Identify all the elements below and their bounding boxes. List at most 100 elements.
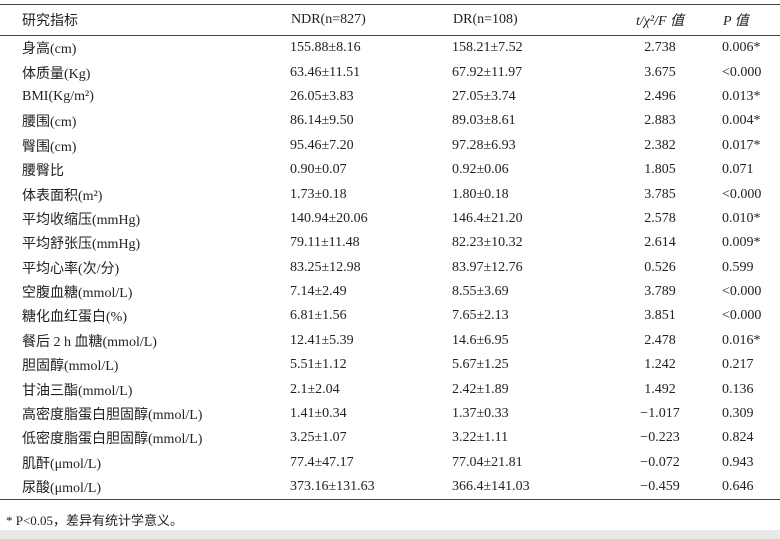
table-row: 空腹血糖(mmol/L) 7.14±2.49 8.55±3.69 3.789 <0.00… [0,280,780,304]
table-row: 平均收缩压(mmHg) 140.94±20.06 146.4±21.20 2.578 0… [0,207,780,231]
table-cell: 身高(cm) [22,42,77,58]
table-cell: 63.46±11.51 [290,64,361,80]
table-cell: 2.614 [644,235,676,251]
table-cell: <0.000 [722,186,762,202]
table-cell: 89.03±8.61 [452,113,516,129]
table-cell: 140.94±20.06 [290,210,368,226]
table-cell: 0.90±0.07 [290,162,347,178]
table-cell: 0.013* [722,88,761,104]
table-cell: 82.23±10.32 [452,235,523,251]
table-row: 平均心率(次/分) 83.25±12.98 83.97±12.76 0.526 0.59… [0,256,780,280]
table-cell: 0.017* [722,137,761,153]
table-cell: 97.28±6.93 [452,137,516,153]
table-cell: 155.88±8.16 [290,40,361,56]
table-cell: 2.496 [644,88,676,104]
table-cell: 1.242 [644,357,676,373]
table-cell: 1.37±0.33 [452,406,509,422]
header-cell: 研究指标 [22,14,78,29]
table-cell: 12.41±5.39 [290,332,354,348]
table-cell: 高密度脂蛋白胆固醇(mmol/L) [22,408,203,424]
table-cell: −1.017 [640,406,680,422]
table-cell: 83.97±12.76 [452,259,523,275]
table-row: 糖化血红蛋白(%) 6.81±1.56 7.65±2.13 3.851 <0.000 [0,304,780,328]
table-cell: 0.824 [722,430,754,446]
table-row: 臀围(cm) 95.46±7.20 97.28±6.93 2.382 0.017* [0,134,780,158]
table-cell: 腰围(cm) [22,115,77,131]
table-cell: 2.883 [644,113,676,129]
table-cell: <0.000 [722,284,762,300]
header-row: 研究指标 NDR(n=827) DR(n=108) t/χ²/F 值 P 值 [0,4,780,36]
table-cell: 158.21±7.52 [452,40,523,56]
table-cell: −0.072 [640,454,680,470]
table-cell: 14.6±6.95 [452,332,509,348]
header-cell: DR(n=108) [453,12,518,27]
header-cell: P 值 [723,14,749,29]
table-row: 腰围(cm) 86.14±9.50 89.03±8.61 2.883 0.004* [0,109,780,133]
table-cell: 2.1±2.04 [290,381,340,397]
table-cell: 146.4±21.20 [452,210,523,226]
table-cell: 尿酸(μmol/L) [22,481,102,497]
table-row: 身高(cm) 155.88±8.16 158.21±7.52 2.738 0.006* [0,36,780,61]
table-cell: 0.309 [722,406,754,422]
table-cell: 2.578 [644,210,676,226]
table-row: 尿酸(μmol/L) 373.16±131.63 366.4±141.03 −0.45… [0,475,780,500]
table-cell: 366.4±141.03 [452,479,530,495]
table-cell: 6.81±1.56 [290,308,347,324]
table-cell: 平均心率(次/分) [22,261,120,277]
table-cell: 平均舒张压(mmHg) [22,237,141,253]
table-cell: 3.789 [644,284,676,300]
table-cell: 0.010* [722,210,761,226]
table-cell: 0.006* [722,40,761,56]
table-row: 低密度脂蛋白胆固醇(mmol/L) 3.25±1.07 3.22±1.11 −0.22… [0,426,780,450]
table-cell: 低密度脂蛋白胆固醇(mmol/L) [22,432,203,448]
table-cell: 0.004* [722,113,761,129]
table-row: 甘油三酯(mmol/L) 2.1±2.04 2.42±1.89 1.492 0.136 [0,377,780,401]
header-cell: t/χ²/F 值 [635,14,685,29]
table-row: 餐后 2 h 血糖(mmol/L) 12.41±5.39 14.6±6.95 2.47… [0,329,780,353]
table-cell: 胆固醇(mmol/L) [22,359,119,375]
table-cell: 糖化血红蛋白(%) [22,310,127,326]
table-cell: 83.25±12.98 [290,259,361,275]
table-cell: 1.73±0.18 [290,186,347,202]
table-cell: 2.738 [644,40,676,56]
table-cell: 体质量(Kg) [22,66,91,82]
table-cell: 肌酐(μmol/L) [22,456,102,472]
table-cell: 0.071 [722,162,754,178]
table-cell: 67.92±11.97 [452,64,523,80]
table-cell: 1.492 [644,381,676,397]
table-cell: 体表面积(m²) [22,188,103,204]
table-row: 体质量(Kg) 63.46±11.51 67.92±11.97 3.675 <0.000 [0,60,780,84]
table-cell: 1.80±0.18 [452,186,509,202]
table-cell: 8.55±3.69 [452,284,509,300]
table-cell: 平均收缩压(mmHg) [22,212,141,228]
table-cell: 0.217 [722,357,754,373]
table-cell: 79.11±11.48 [290,235,360,251]
table-cell: 86.14±9.50 [290,113,354,129]
table-cell: <0.000 [722,64,762,80]
table-cell: 3.25±1.07 [290,430,347,446]
table-cell: BMI(Kg/m²) [22,88,94,104]
table-cell: 2.382 [644,137,676,153]
table-cell: 2.42±1.89 [452,381,509,397]
table-cell: 7.14±2.49 [290,284,347,300]
table-cell: 餐后 2 h 血糖(mmol/L) [22,334,157,350]
table-cell: 3.851 [644,308,676,324]
table-cell: 7.65±2.13 [452,308,509,324]
table-cell: 5.51±1.12 [290,357,347,373]
table-cell: 甘油三酯(mmol/L) [22,383,133,399]
table-cell: 95.46±7.20 [290,137,354,153]
table-cell: 0.009* [722,235,761,251]
table-cell: −0.459 [640,479,680,495]
data-table: 研究指标 NDR(n=827) DR(n=108) t/χ²/F 值 P 值 身高(cm… [0,4,780,500]
table-row: BMI(Kg/m²) 26.05±3.83 27.05±3.74 2.496 0.013… [0,85,780,109]
table-cell: <0.000 [722,308,762,324]
table-row: 肌酐(μmol/L) 77.4±47.17 77.04±21.81 −0.072 0.9… [0,451,780,475]
table-cell: 2.478 [644,332,676,348]
table-cell: 77.4±47.17 [290,454,354,470]
table-cell: 臀围(cm) [22,139,77,155]
table-cell: 0.526 [644,259,676,275]
footnote: * P<0.05，差异有统计学意义。 [6,513,184,528]
table-row: 高密度脂蛋白胆固醇(mmol/L) 1.41±0.34 1.37±0.33 −1.01… [0,402,780,426]
table-cell: 0.136 [722,381,754,397]
